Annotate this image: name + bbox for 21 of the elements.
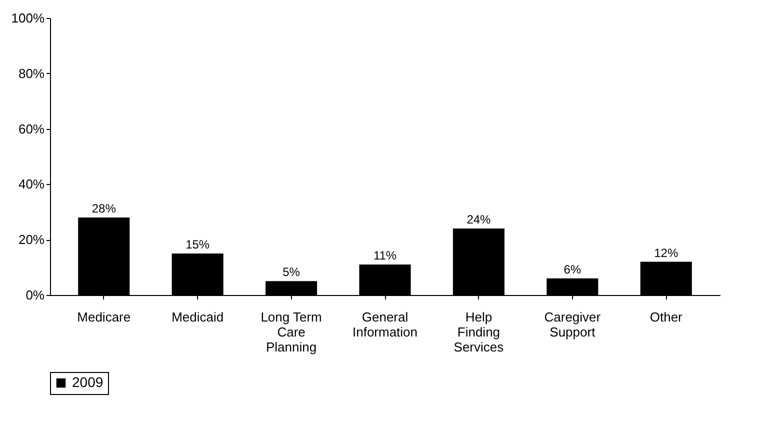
y-tick-label: 60%	[18, 121, 45, 136]
data-label: 5%	[282, 265, 300, 280]
x-tick-label: General Information	[352, 310, 418, 340]
data-label: 12%	[654, 246, 678, 260]
data-label: 6%	[564, 262, 582, 276]
x-tick-label: Other	[650, 310, 684, 324]
x-tick-label: Medicare	[77, 310, 131, 324]
legend-label: 2009	[72, 374, 104, 390]
x-tick-label: Medicaid	[172, 310, 224, 324]
data-label: 15%	[186, 237, 210, 252]
data-label: 24%	[466, 212, 492, 227]
y-tick-label: 40%	[18, 176, 45, 192]
y-tick-label: 100%	[11, 10, 45, 26]
y-tick-label: 0%	[26, 288, 45, 302]
data-label: 28%	[92, 201, 116, 216]
x-tick-label: Long Term Care Planning	[260, 310, 322, 354]
data-label: 11%	[373, 248, 397, 263]
y-tick-label: 80%	[18, 66, 45, 81]
y-tick-label: 20%	[18, 232, 45, 248]
x-tick-label: Help Finding Services	[454, 310, 504, 354]
x-tick-label: Caregiver Support	[544, 310, 602, 340]
